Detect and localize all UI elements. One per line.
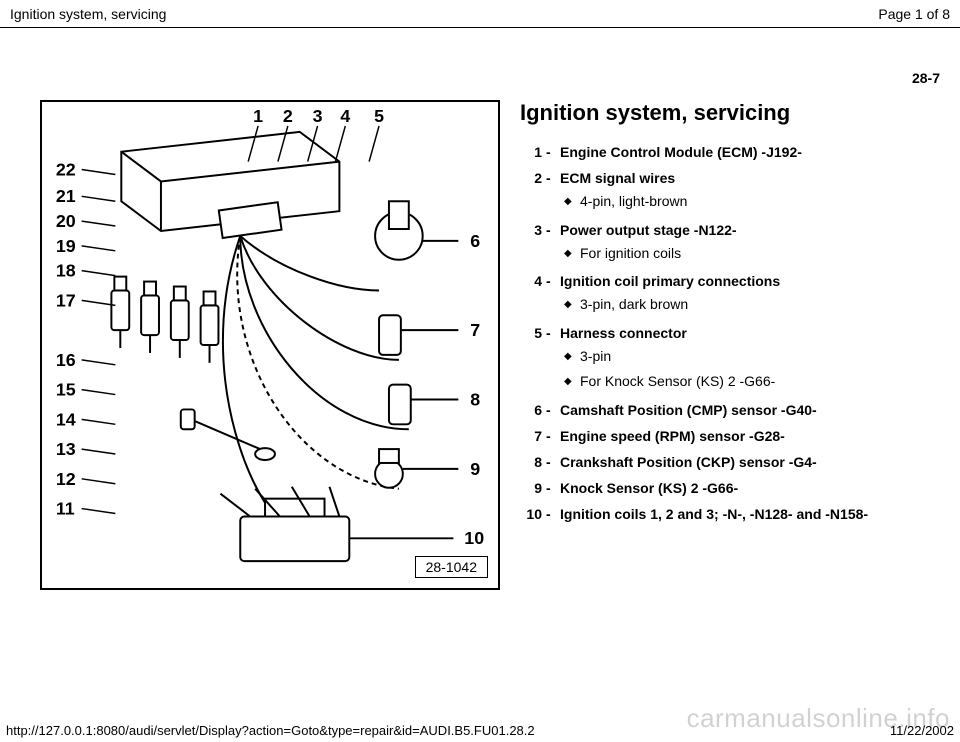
svg-text:19: 19 — [56, 236, 76, 256]
parts-list-item: 6- Camshaft Position (CMP) sensor -G40- — [520, 402, 940, 418]
main-content: 12345678910222120191817161514131211 28-1… — [40, 100, 940, 590]
parts-list-item: 1- Engine Control Module (ECM) -J192- — [520, 144, 940, 160]
part-number: 4 — [520, 273, 546, 289]
svg-text:8: 8 — [470, 389, 480, 409]
footer-date: 11/22/2002 — [890, 723, 954, 738]
diagram-svg: 12345678910222120191817161514131211 — [42, 102, 498, 588]
svg-text:4: 4 — [340, 106, 350, 126]
part-subitem: 3-pin — [520, 347, 940, 367]
part-label: Knock Sensor (KS) 2 -G66- — [560, 480, 940, 496]
dash: - — [546, 480, 560, 496]
part-number: 3 — [520, 222, 546, 238]
parts-list-item: 10- Ignition coils 1, 2 and 3; -N-, -N12… — [520, 506, 940, 522]
svg-text:18: 18 — [56, 261, 76, 281]
svg-text:22: 22 — [56, 159, 76, 179]
part-number: 6 — [520, 402, 546, 418]
svg-text:21: 21 — [56, 186, 76, 206]
dash: - — [546, 325, 560, 341]
part-sublist: 3-pin, dark brown — [520, 295, 940, 315]
parts-list: 1- Engine Control Module (ECM) -J192-2- … — [520, 144, 940, 522]
svg-text:10: 10 — [464, 528, 484, 548]
header-page: Page 1 of 8 — [878, 6, 950, 22]
dash: - — [546, 144, 560, 160]
svg-text:14: 14 — [56, 409, 76, 429]
svg-text:16: 16 — [56, 350, 76, 370]
part-label: Camshaft Position (CMP) sensor -G40- — [560, 402, 940, 418]
part-sublist: For ignition coils — [520, 244, 940, 264]
part-number: 8 — [520, 454, 546, 470]
exploded-diagram: 12345678910222120191817161514131211 28-1… — [40, 100, 500, 590]
svg-text:3: 3 — [313, 106, 323, 126]
part-number: 9 — [520, 480, 546, 496]
part-sublist: 3-pin For Knock Sensor (KS) 2 -G66- — [520, 347, 940, 392]
part-label: Engine speed (RPM) sensor -G28- — [560, 428, 940, 444]
figure-code: 28-1042 — [415, 556, 488, 578]
svg-text:13: 13 — [56, 439, 76, 459]
svg-text:5: 5 — [374, 106, 384, 126]
footer-url: http://127.0.0.1:8080/audi/servlet/Displ… — [6, 723, 535, 738]
part-label: Ignition coil primary connections — [560, 273, 940, 289]
dash: - — [546, 273, 560, 289]
part-label: Harness connector — [560, 325, 940, 341]
part-subitem: For Knock Sensor (KS) 2 -G66- — [520, 372, 940, 392]
page-number-corner: 28-7 — [912, 70, 940, 86]
svg-text:9: 9 — [470, 459, 480, 479]
part-subitem: 4-pin, light-brown — [520, 192, 940, 212]
part-label: ECM signal wires — [560, 170, 940, 186]
svg-text:12: 12 — [56, 469, 76, 489]
parts-list-item: 4- Ignition coil primary connections 3-pi… — [520, 273, 940, 315]
parts-list-item: 9- Knock Sensor (KS) 2 -G66- — [520, 480, 940, 496]
part-number: 2 — [520, 170, 546, 186]
header-bar: Ignition system, servicing Page 1 of 8 — [0, 0, 960, 28]
part-label: Power output stage -N122- — [560, 222, 940, 238]
parts-list-item: 3- Power output stage -N122- For ignition… — [520, 222, 940, 264]
parts-list-item: 5- Harness connector 3-pin For Knock Senso… — [520, 325, 940, 392]
part-subitem: For ignition coils — [520, 244, 940, 264]
dash: - — [546, 222, 560, 238]
svg-text:2: 2 — [283, 106, 293, 126]
part-label: Engine Control Module (ECM) -J192- — [560, 144, 940, 160]
part-number: 5 — [520, 325, 546, 341]
dash: - — [546, 506, 560, 522]
parts-list-item: 7- Engine speed (RPM) sensor -G28- — [520, 428, 940, 444]
svg-text:6: 6 — [470, 231, 480, 251]
part-label: Crankshaft Position (CKP) sensor -G4- — [560, 454, 940, 470]
part-subitem: 3-pin, dark brown — [520, 295, 940, 315]
part-number: 7 — [520, 428, 546, 444]
dash: - — [546, 402, 560, 418]
dash: - — [546, 428, 560, 444]
content-column: Ignition system, servicing 1- Engine Con… — [520, 100, 940, 590]
part-number: 1 — [520, 144, 546, 160]
svg-text:15: 15 — [56, 380, 76, 400]
svg-text:1: 1 — [253, 106, 263, 126]
svg-text:17: 17 — [56, 290, 76, 310]
svg-text:20: 20 — [56, 211, 76, 231]
svg-text:11: 11 — [56, 499, 75, 519]
part-sublist: 4-pin, light-brown — [520, 192, 940, 212]
section-title: Ignition system, servicing — [520, 100, 940, 126]
part-label: Ignition coils 1, 2 and 3; -N-, -N128- a… — [560, 506, 940, 522]
header-title: Ignition system, servicing — [10, 6, 166, 22]
part-number: 10 — [520, 506, 546, 522]
dash: - — [546, 170, 560, 186]
dash: - — [546, 454, 560, 470]
parts-list-item: 2- ECM signal wires 4-pin, light-brown — [520, 170, 940, 212]
parts-list-item: 8- Crankshaft Position (CKP) sensor -G4- — [520, 454, 940, 470]
svg-text:7: 7 — [470, 320, 480, 340]
